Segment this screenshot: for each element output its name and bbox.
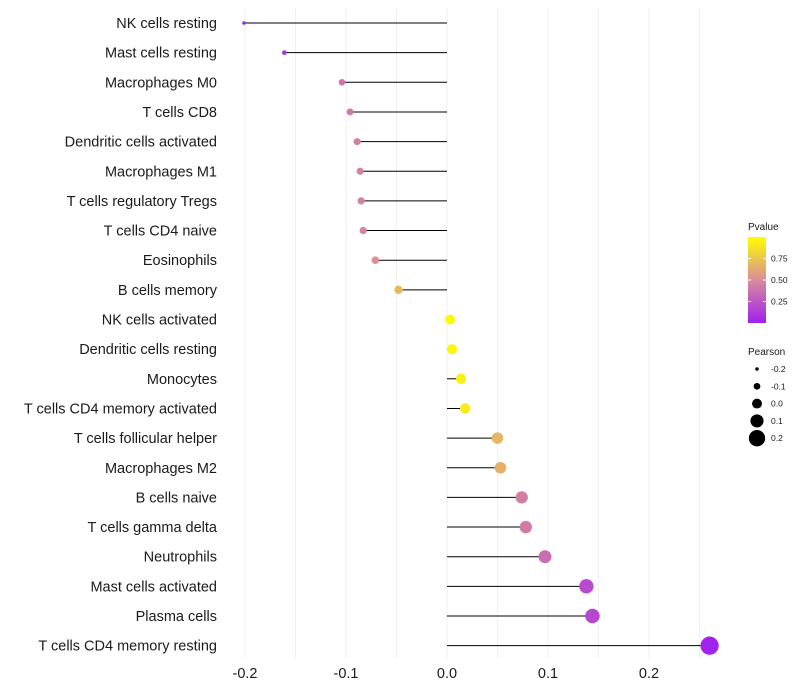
category-label: Neutrophils <box>144 550 217 566</box>
lollipop-point <box>519 520 532 534</box>
category-label: B cells memory <box>118 283 218 299</box>
x-tick-label: 0.0 <box>437 666 457 682</box>
size-legend-label: 0.1 <box>771 416 783 426</box>
colorbar-tick-label: 0.50 <box>771 275 788 285</box>
lollipop-point <box>585 608 600 624</box>
category-label: T cells regulatory Tregs <box>67 194 217 210</box>
size-legend-label: 0.0 <box>771 399 783 409</box>
lollipop-point <box>579 579 594 594</box>
pearson-legend: Pearson -0.2 -0.1 0.0 0.1 0.2 <box>748 347 786 447</box>
category-label: Macrophages M0 <box>105 75 217 91</box>
category-label: T cells CD4 naive <box>104 224 217 240</box>
category-label: Eosinophils <box>143 253 217 269</box>
size-legend-label: -0.2 <box>771 364 786 374</box>
x-tick-label: 0.1 <box>538 666 558 682</box>
size-legend-label: 0.2 <box>771 433 783 443</box>
lollipop-point <box>700 636 719 655</box>
category-label: NK cells resting <box>116 16 217 32</box>
category-label: Monocytes <box>147 372 217 388</box>
lollipop-point <box>394 285 403 295</box>
colorbar-tick-label: 0.75 <box>771 254 788 264</box>
lollipop-point <box>515 491 528 504</box>
lollipop-point <box>356 167 364 175</box>
lollipop-point <box>445 314 456 325</box>
category-label: Macrophages M2 <box>105 461 217 477</box>
lollipop-point <box>455 373 467 384</box>
category-label: T cells CD8 <box>142 105 217 121</box>
category-label: Plasma cells <box>136 609 217 625</box>
category-labels: NK cells resting Mast cells resting Macrop… <box>24 16 218 655</box>
pvalue-legend-title: Pvalue <box>748 222 779 233</box>
x-tick-label: -0.2 <box>233 666 258 682</box>
category-label: T cells gamma delta <box>88 520 218 536</box>
category-label: B cells naive <box>136 490 217 506</box>
size-legend-dot <box>755 367 759 371</box>
size-legend-dot <box>750 414 764 428</box>
pearson-legend-title: Pearson <box>748 347 785 358</box>
x-tick-label: 0.2 <box>639 666 659 682</box>
category-label: NK cells activated <box>102 313 217 329</box>
pvalue-legend: Pvalue 0.25 0.50 0.75 <box>748 222 788 323</box>
lollipop-point <box>371 256 380 265</box>
lollipop-point <box>242 21 246 25</box>
lollipop-point <box>538 550 552 564</box>
size-legend-dot <box>752 398 762 409</box>
lollipop-point <box>353 138 361 146</box>
category-label: T cells CD4 memory resting <box>38 639 217 655</box>
x-tick-label: -0.1 <box>334 666 359 682</box>
lollipop-point <box>459 403 471 414</box>
lollipop-stems <box>243 22 710 647</box>
category-label: T cells follicular helper <box>74 431 217 447</box>
lollipop-point <box>447 344 458 355</box>
category-label: Dendritic cells activated <box>65 135 217 151</box>
lollipop-point <box>282 50 287 56</box>
category-label: Dendritic cells resting <box>79 342 217 358</box>
grid-lines <box>244 8 700 658</box>
lollipop-point <box>346 108 354 116</box>
category-label: Mast cells activated <box>90 579 217 595</box>
lollipop-point <box>338 79 346 86</box>
category-label: T cells CD4 memory activated <box>24 401 217 417</box>
category-label: Macrophages M1 <box>105 164 217 180</box>
lollipop-points <box>242 21 719 655</box>
pvalue-colorbar <box>748 237 766 323</box>
category-label: Mast cells resting <box>105 46 217 62</box>
size-legend-dot <box>753 382 761 390</box>
size-legend-dot <box>748 430 766 447</box>
colorbar-tick-label: 0.25 <box>771 297 788 307</box>
size-legend-label: -0.1 <box>771 381 786 391</box>
x-axis-ticks: -0.2 -0.1 0.0 0.1 0.2 <box>233 666 660 682</box>
lollipop-point <box>494 461 507 474</box>
lollipop-point <box>357 197 365 205</box>
lollipop-point <box>491 432 504 444</box>
lollipop-point <box>359 226 367 235</box>
